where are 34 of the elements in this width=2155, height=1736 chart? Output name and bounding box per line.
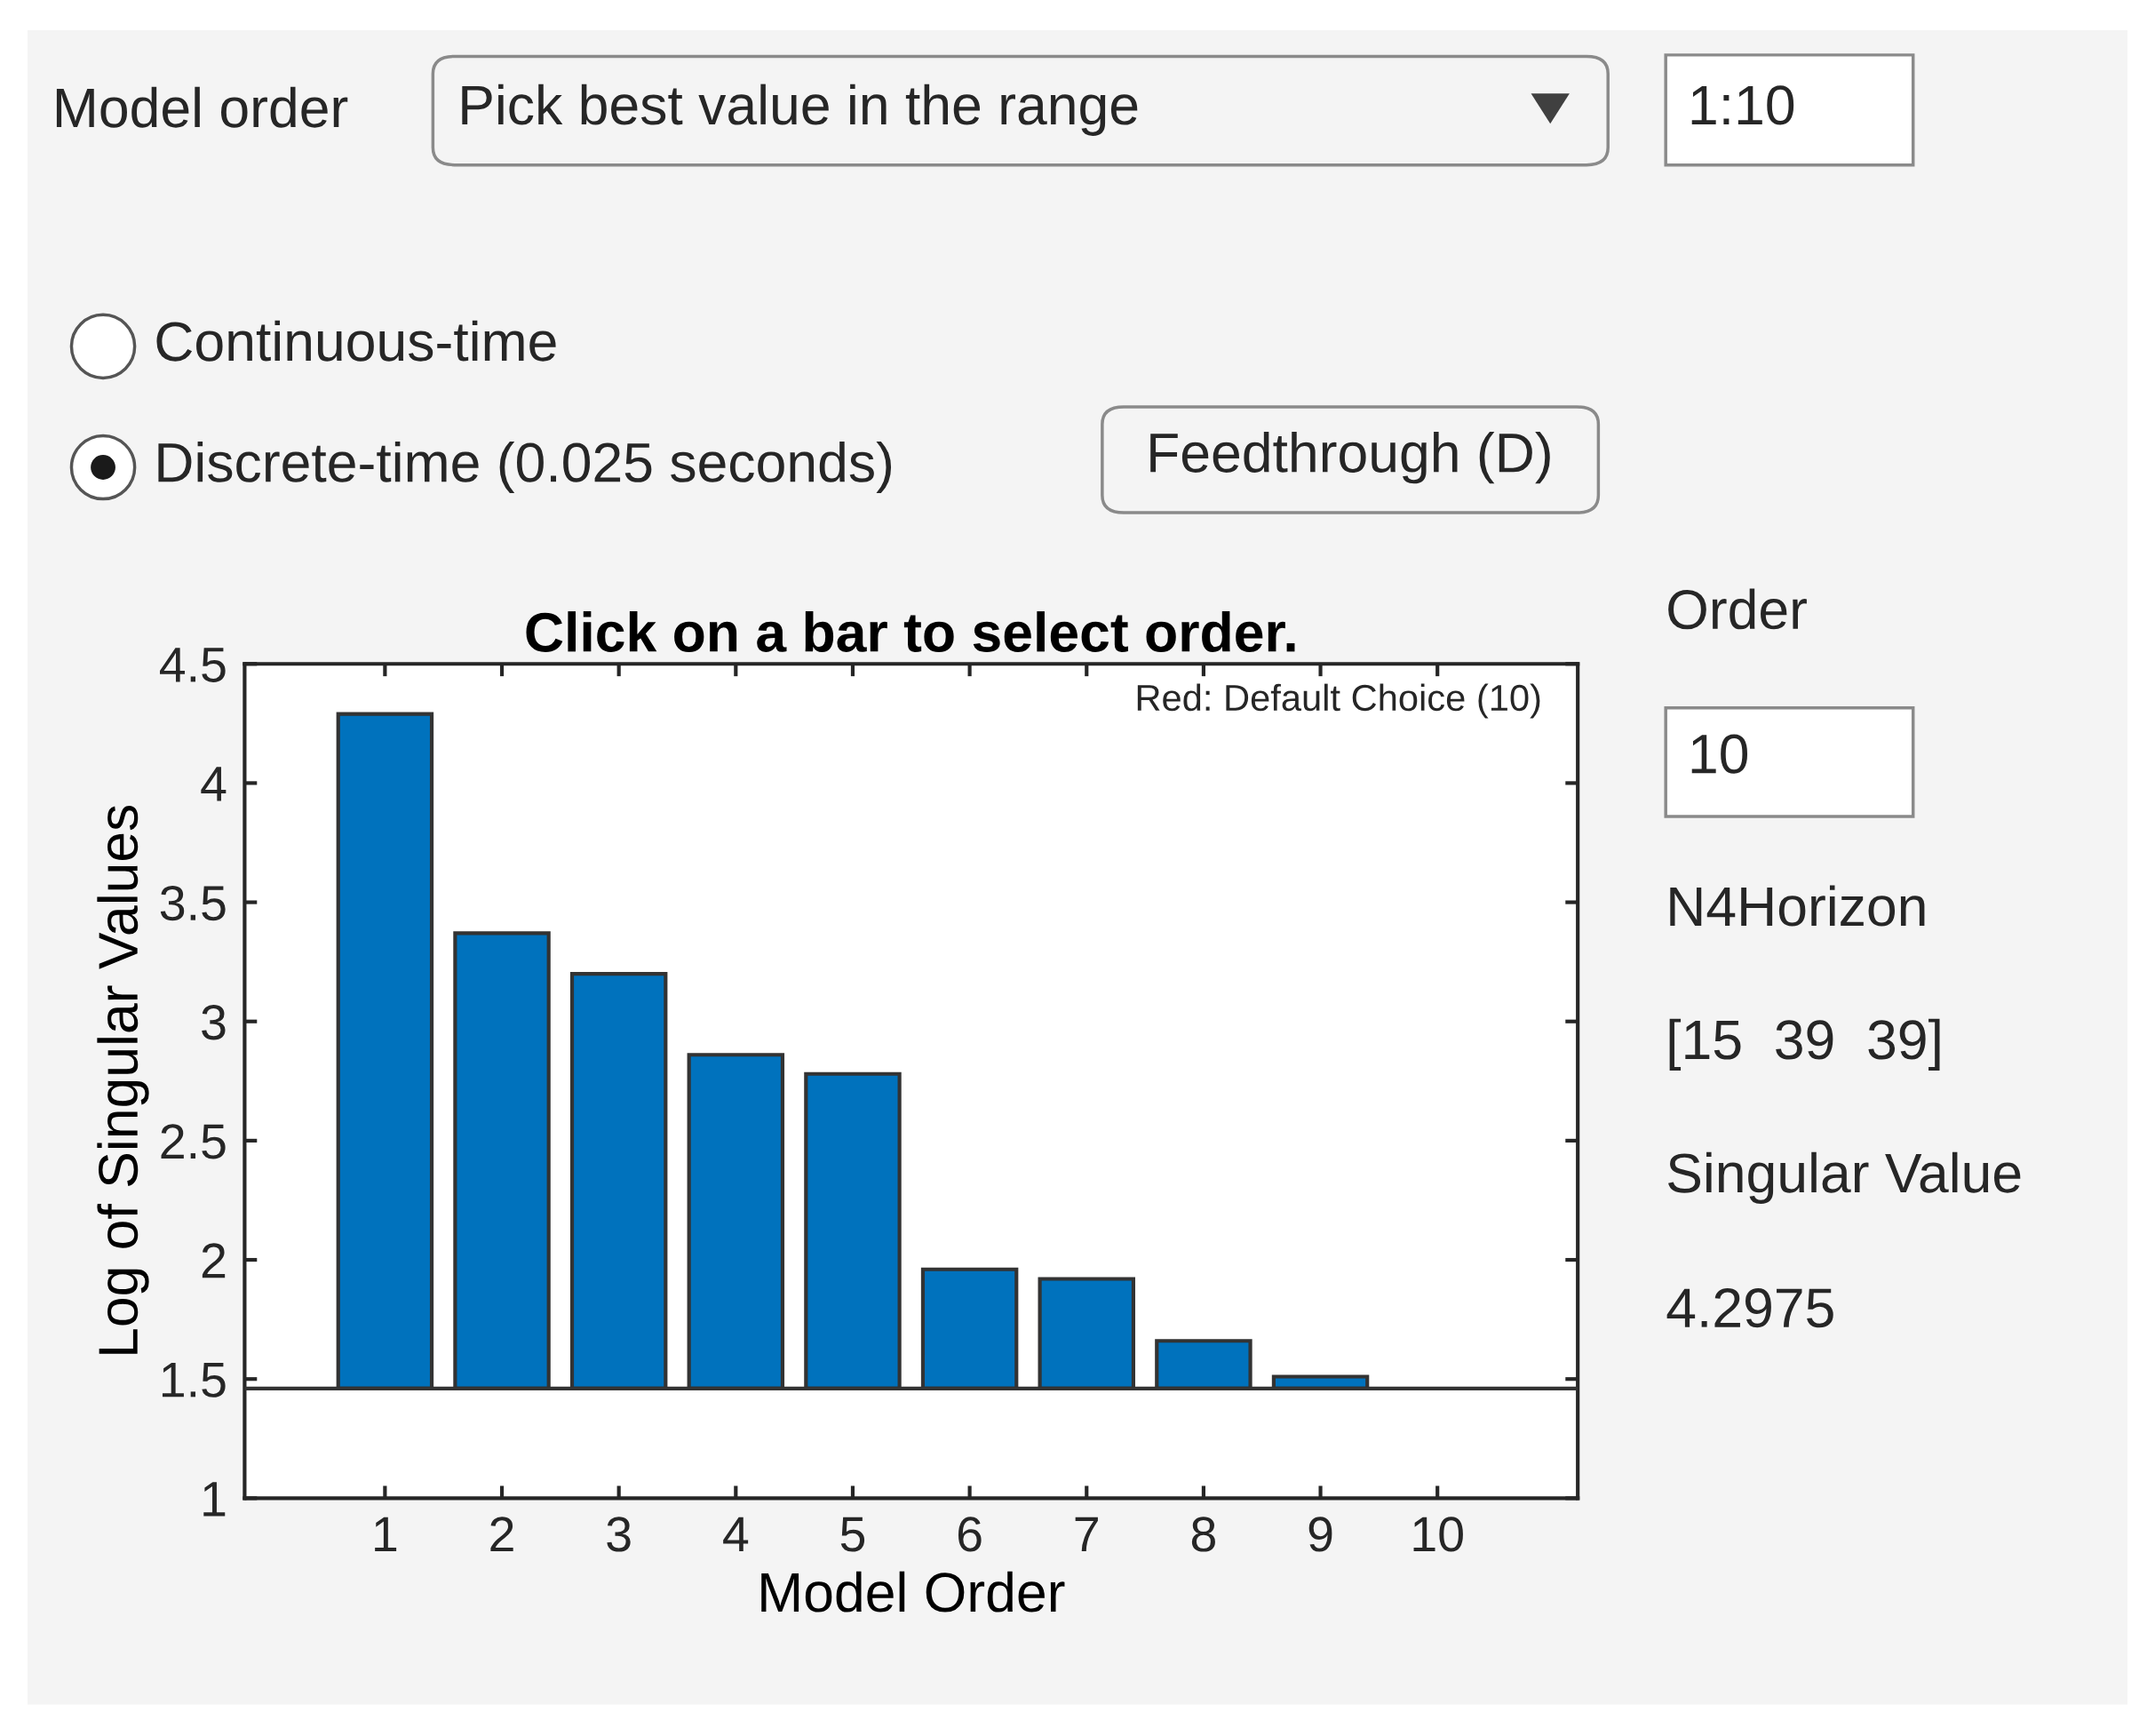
x-tick-label: 7: [1075, 1517, 1098, 1552]
x-tick-label: 5: [840, 1517, 865, 1552]
text: Discrete-time (0.025 seconds): [158, 441, 892, 494]
x-tick-label: 1: [375, 1517, 397, 1552]
y-axis-title: Log of Singular Values: [97, 805, 149, 1354]
text: Singular Value: [1668, 1151, 2021, 1204]
y-tick-label: 1.5: [162, 1363, 226, 1398]
x-tick-label: 6: [958, 1517, 982, 1552]
text: Pick best value in the range: [462, 84, 1138, 136]
text: Model order: [56, 86, 348, 128]
text: [15 39 39]: [1669, 1018, 1940, 1071]
text: 4.2975: [1666, 1288, 1833, 1328]
x-tick-label: 9: [1308, 1517, 1332, 1552]
x-tick-label: 3: [607, 1517, 631, 1552]
text: 1:10: [1691, 85, 1794, 125]
y-tick-label: 1: [203, 1482, 226, 1517]
y-tick-label: 3: [202, 1005, 226, 1040]
y-tick-label: 3.5: [160, 885, 226, 921]
y-tick-label: 4: [201, 767, 227, 801]
text: Feedthrough (D): [1150, 432, 1550, 484]
chart-title: Click on a bar to select order.: [526, 611, 1295, 652]
y-tick-label: 2.5: [161, 1124, 226, 1159]
x-tick-label: 8: [1191, 1517, 1215, 1552]
x-tick-label: 4: [723, 1517, 749, 1552]
y-tick-label: 4.5: [160, 648, 226, 682]
y-tick-label: 2: [202, 1243, 226, 1278]
x-tick-label: 10: [1413, 1517, 1463, 1552]
annotation: Red: Default Choice (10): [1137, 683, 1540, 719]
x-axis-title: Model Order: [761, 1571, 1065, 1613]
text: Continuous-time: [156, 320, 556, 362]
text: 10: [1691, 734, 1748, 774]
text: N4Horizon: [1670, 885, 1925, 927]
text: Order: [1668, 588, 1807, 630]
x-tick-label: 2: [490, 1517, 513, 1552]
